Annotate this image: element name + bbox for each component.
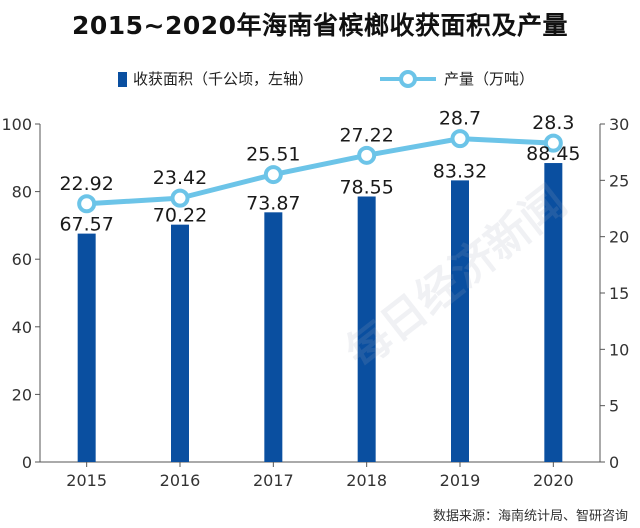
line-series — [86, 136, 554, 207]
bar-data-label: 83.32 — [433, 160, 487, 182]
y-right-tick-label: 20 — [609, 228, 629, 247]
y-right-tick-label: 30 — [609, 115, 629, 134]
legend-bar-swatch — [118, 72, 127, 87]
line-data-label: 28.7 — [439, 108, 481, 130]
y-left-tick-label: 80 — [12, 183, 32, 202]
y-right-tick-label: 15 — [609, 284, 629, 303]
y-right-tick-label: 5 — [609, 397, 619, 416]
x-tick-label: 2015 — [66, 471, 107, 490]
y-left-tick-label: 100 — [1, 115, 32, 134]
x-tick-label: 2018 — [346, 471, 387, 490]
y-left-tick-label: 20 — [12, 385, 32, 404]
bar-data-label: 73.87 — [246, 192, 300, 214]
bar-data-label: 70.22 — [153, 205, 207, 227]
source-note: 数据来源：海南统计局、智研咨询 — [432, 509, 628, 524]
x-tick-label: 2019 — [440, 471, 481, 490]
line-data-label: 28.3 — [532, 112, 574, 134]
line-data-label: 25.51 — [246, 144, 300, 166]
line-data-label: 23.42 — [153, 167, 207, 189]
y-right-tick-label: 10 — [609, 340, 629, 359]
line-point — [450, 129, 470, 149]
y-right-tick-label: 25 — [609, 171, 629, 190]
x-tick-label: 2016 — [160, 471, 201, 490]
y-right-tick-label: 0 — [609, 453, 619, 472]
bar-data-label: 88.45 — [526, 143, 580, 165]
bar — [171, 224, 189, 462]
line-data-label: 22.92 — [59, 173, 113, 195]
line-point — [170, 188, 190, 208]
chart-title: 2015~2020年海南省槟榔收获面积及产量 — [71, 11, 569, 40]
bar-data-label: 67.57 — [59, 214, 113, 236]
line-point — [77, 194, 97, 214]
legend-line-swatch — [380, 70, 436, 88]
line-point — [357, 145, 377, 165]
legend-bar-label: 收获面积（千公顷，左轴） — [133, 70, 314, 88]
bar — [357, 196, 376, 462]
y-left-tick-label: 60 — [12, 250, 32, 269]
x-tick-label: 2020 — [533, 471, 574, 490]
y-left-tick-label: 40 — [12, 318, 32, 337]
line-point — [263, 165, 283, 185]
bar — [264, 212, 283, 462]
x-tick-label: 2017 — [253, 471, 294, 490]
bar — [544, 163, 563, 462]
bar — [77, 233, 96, 462]
legend-line-label: 产量（万吨） — [444, 70, 535, 88]
line-data-label: 27.22 — [339, 124, 393, 146]
line-point — [543, 133, 563, 153]
bar — [451, 180, 469, 462]
bar-data-label: 78.55 — [339, 177, 393, 199]
y-left-tick-label: 0 — [22, 453, 32, 472]
legend: 收获面积（千公顷，左轴） 产量（万吨） — [0, 66, 640, 92]
